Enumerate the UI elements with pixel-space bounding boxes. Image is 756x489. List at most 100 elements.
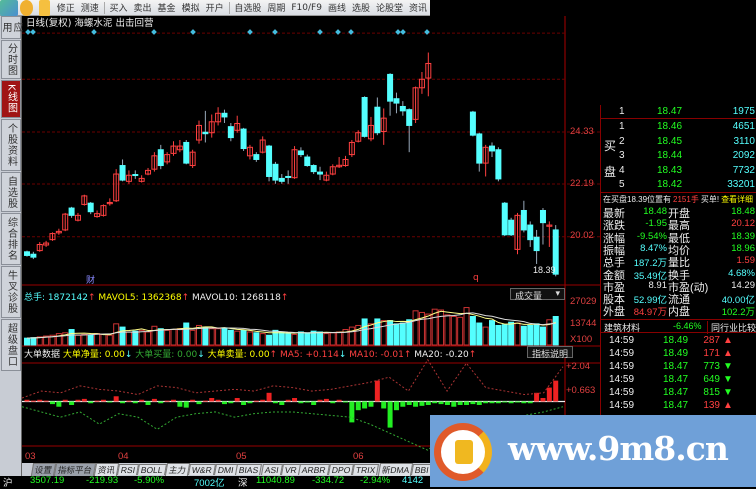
- app-logo-icon[interactable]: [0, 0, 18, 16]
- bottom-tab[interactable]: DPO: [327, 464, 355, 475]
- toolbar-btn-open-account[interactable]: 开户: [205, 4, 224, 14]
- bottom-tab[interactable]: 主力: [164, 463, 191, 476]
- candle: [30, 253, 37, 258]
- volume-bar: [170, 329, 177, 346]
- sidebar-tab-ranking[interactable]: 综合排名: [1, 213, 21, 265]
- candle: [285, 175, 292, 178]
- candle: [495, 149, 502, 180]
- sidebar-tab-profile[interactable]: 个股资料: [1, 119, 21, 171]
- sidebar-tab-diagnosis[interactable]: 牛叉诊股: [1, 266, 21, 318]
- bottom-tab[interactable]: RSI: [117, 464, 140, 475]
- stat-label: 外盘: [603, 306, 625, 319]
- net-flow-bar: [177, 401, 183, 407]
- net-flow-bar: [56, 401, 62, 407]
- volume-bar: [457, 316, 464, 346]
- toolbar-btn-simulate[interactable]: 模拟: [181, 4, 200, 14]
- stat-value: 20.12: [731, 218, 755, 230]
- sell-level-row[interactable]: 1 18.47 1975: [601, 106, 756, 119]
- watermark: www.9m8.cn: [430, 415, 756, 487]
- stat-value: 18.48: [731, 206, 755, 217]
- stat-value: 18.48: [643, 206, 667, 217]
- sidebar-tab-apps[interactable]: 应用: [0, 16, 22, 39]
- total-volume: 总手: 1872142: [24, 293, 88, 303]
- stat-value: 4.68%: [728, 267, 755, 279]
- candle: [259, 139, 266, 153]
- sz-change: -334.72: [312, 475, 345, 486]
- toolbar-btn-buy[interactable]: 买入: [109, 4, 128, 14]
- toolbar-btn-speedtest[interactable]: 测速: [80, 4, 99, 14]
- sidebar-tab-watchlist[interactable]: 自选股: [1, 172, 21, 212]
- sidebar: 应用 分时图 K线图 个股资料 自选股 综合排名 牛叉诊股 超级盘口: [0, 16, 22, 487]
- buy-level-row[interactable]: 4 18.43 7732: [601, 165, 756, 178]
- net-flow-bar: [37, 399, 43, 402]
- candle: [195, 124, 202, 141]
- industry-row[interactable]: 建筑材料 -6.46% 同行业比较: [601, 319, 756, 334]
- buy-level-row[interactable]: 3 18.44 2092: [601, 150, 756, 163]
- industry-compare-button[interactable]: 同行业比较: [707, 321, 756, 334]
- net-flow-bar: [43, 400, 49, 402]
- net-flow-bar: [151, 398, 157, 402]
- event-diamond-icon: [400, 29, 406, 35]
- industry-name[interactable]: 建筑材料: [604, 323, 641, 333]
- sidebar-tab-intraday[interactable]: 分时图: [1, 40, 21, 79]
- buy-line: [22, 358, 564, 399]
- view-details-link[interactable]: 查看详细: [721, 194, 754, 204]
- stat-label: 最高: [668, 220, 690, 233]
- net-flow-bar: [215, 399, 221, 402]
- volume-bar: [514, 322, 521, 346]
- toolbar-btn-forum[interactable]: 论股堂: [375, 4, 403, 14]
- financial-marker[interactable]: 财: [86, 276, 96, 286]
- volume-bar: [227, 329, 234, 346]
- volume-bar: [533, 323, 540, 346]
- bottom-tab[interactable]: TRIX: [352, 464, 380, 475]
- toolbar-btn-sell[interactable]: 卖出: [133, 4, 152, 14]
- volume-bar: [336, 331, 343, 346]
- toolbar-btn-period[interactable]: 周期: [267, 4, 286, 14]
- sidebar-tab-kline[interactable]: K线图: [1, 80, 21, 118]
- buy-label: 买: [604, 139, 617, 153]
- toolbar-btn-revise[interactable]: 修正: [56, 4, 75, 14]
- toolbar-btn-fund[interactable]: 基金: [157, 4, 176, 14]
- toolbar-btn-stock-picker[interactable]: 选股: [351, 4, 370, 14]
- toolbar-btn-watchlist[interactable]: 自选股: [234, 4, 262, 14]
- bottom-tab[interactable]: BIAS: [235, 464, 263, 475]
- stat-value: -9.54%: [636, 230, 667, 242]
- toolbar-btn-f10[interactable]: F10/F9: [291, 2, 322, 13]
- buy-level-row[interactable]: 5 18.42 33201: [601, 179, 756, 192]
- kline-chart[interactable]: [22, 16, 600, 463]
- net-flow-bar: [94, 400, 100, 402]
- candle: [323, 174, 330, 181]
- bottom-tab[interactable]: DMI: [213, 464, 238, 475]
- volume-bar: [151, 325, 158, 346]
- bottom-tab[interactable]: BOLL: [137, 464, 167, 475]
- tick-volume: 815: [703, 387, 720, 398]
- net-flow-bar: [470, 401, 476, 405]
- bottom-tab[interactable]: W&R: [188, 464, 216, 475]
- candle: [253, 154, 260, 160]
- volume-bar: [463, 307, 470, 346]
- large-order-notice[interactable]: 在买盘18.39位置有 2151手 买单! 查看详细: [601, 192, 756, 205]
- price-tick: 24.33: [570, 126, 594, 137]
- volume-bar: [145, 331, 152, 346]
- toolbar-btn-draw[interactable]: 画线: [327, 4, 346, 14]
- volume-bar: [157, 328, 164, 346]
- volume-bar: [81, 333, 88, 346]
- sidebar-tab-super-quote[interactable]: 超级盘口: [1, 319, 21, 371]
- buy-level-row[interactable]: 2 18.45 3110: [601, 136, 756, 149]
- volume-bar: [380, 320, 387, 346]
- back-arrow-icon[interactable]: [19, 0, 34, 16]
- indicator-selector-dropdown[interactable]: 成交量 ▾: [510, 288, 565, 302]
- net-flow-bar: [120, 401, 126, 404]
- bottom-tab[interactable]: ASI: [260, 464, 283, 475]
- indicator-help-button[interactable]: 指标说明: [527, 346, 574, 360]
- event-marker[interactable]: q: [473, 273, 479, 283]
- candle: [533, 236, 540, 252]
- toolbar-btn-news[interactable]: 资讯: [409, 4, 428, 14]
- candle: [304, 156, 311, 167]
- stat-label: 开盘: [668, 208, 690, 220]
- down-arrow-icon[interactable]: [39, 0, 50, 16]
- buy-level-row[interactable]: 1 18.46 4651: [601, 121, 756, 134]
- bottom-tab[interactable]: ARBR: [298, 464, 330, 475]
- sh-label: 沪: [3, 478, 13, 489]
- mavol5: MAVOL5: 1362368: [98, 293, 182, 303]
